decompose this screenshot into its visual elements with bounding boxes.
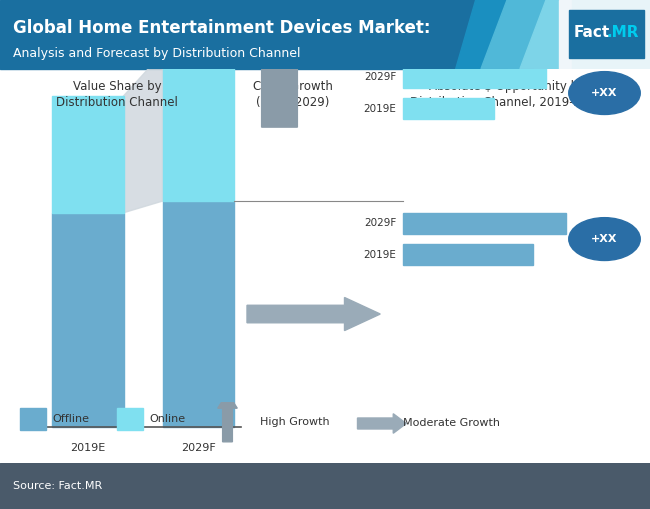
Polygon shape — [520, 0, 604, 69]
Text: +XX: +XX — [592, 234, 618, 244]
Bar — [403, 244, 533, 265]
Text: 2029F: 2029F — [364, 72, 396, 82]
Text: (2019-2029): (2019-2029) — [256, 96, 329, 109]
Text: Moderate Growth: Moderate Growth — [403, 418, 500, 429]
Text: Fact: Fact — [574, 25, 610, 41]
Text: 2029F: 2029F — [181, 442, 216, 453]
Bar — [569, 10, 644, 59]
Text: Value Share by: Value Share by — [73, 80, 161, 93]
Bar — [20, 408, 46, 430]
Text: 2019E: 2019E — [70, 442, 105, 453]
Bar — [52, 96, 124, 213]
Polygon shape — [455, 0, 507, 69]
Text: Distribution Channel: Distribution Channel — [56, 96, 178, 109]
FancyArrow shape — [247, 297, 380, 330]
Text: Absolute $ Opportunity by: Absolute $ Opportunity by — [429, 80, 585, 93]
Bar — [0, 0, 507, 69]
Text: 2029F: 2029F — [364, 218, 396, 229]
FancyArrow shape — [218, 393, 237, 442]
Polygon shape — [124, 53, 162, 213]
Text: +XX: +XX — [592, 88, 618, 98]
Circle shape — [569, 72, 640, 115]
Text: Offline: Offline — [52, 414, 89, 423]
Bar — [162, 53, 234, 201]
Text: 2019E: 2019E — [363, 249, 396, 260]
Bar — [52, 213, 124, 427]
Bar — [403, 213, 566, 234]
Bar — [559, 0, 650, 69]
FancyArrow shape — [358, 414, 406, 433]
Text: High Growth: High Growth — [260, 417, 330, 427]
Text: CAGR Growth: CAGR Growth — [253, 80, 332, 93]
FancyArrow shape — [244, 0, 315, 127]
Text: .MR: .MR — [606, 25, 639, 41]
Text: Source: Fact.MR: Source: Fact.MR — [13, 481, 102, 491]
Bar — [162, 201, 234, 427]
Circle shape — [569, 218, 640, 261]
Text: Analysis and Forecast by Distribution Channel: Analysis and Forecast by Distribution Ch… — [13, 47, 300, 60]
Bar — [572, 0, 650, 69]
Bar — [403, 67, 546, 88]
Bar — [117, 408, 143, 430]
Bar — [403, 98, 494, 119]
Text: Global Home Entertainment Devices Market:: Global Home Entertainment Devices Market… — [13, 19, 430, 37]
Text: 2019E: 2019E — [363, 104, 396, 114]
Polygon shape — [481, 0, 552, 69]
Text: Distribution Channel, 2019-2029: Distribution Channel, 2019-2029 — [410, 96, 604, 109]
Text: Online: Online — [150, 414, 186, 423]
